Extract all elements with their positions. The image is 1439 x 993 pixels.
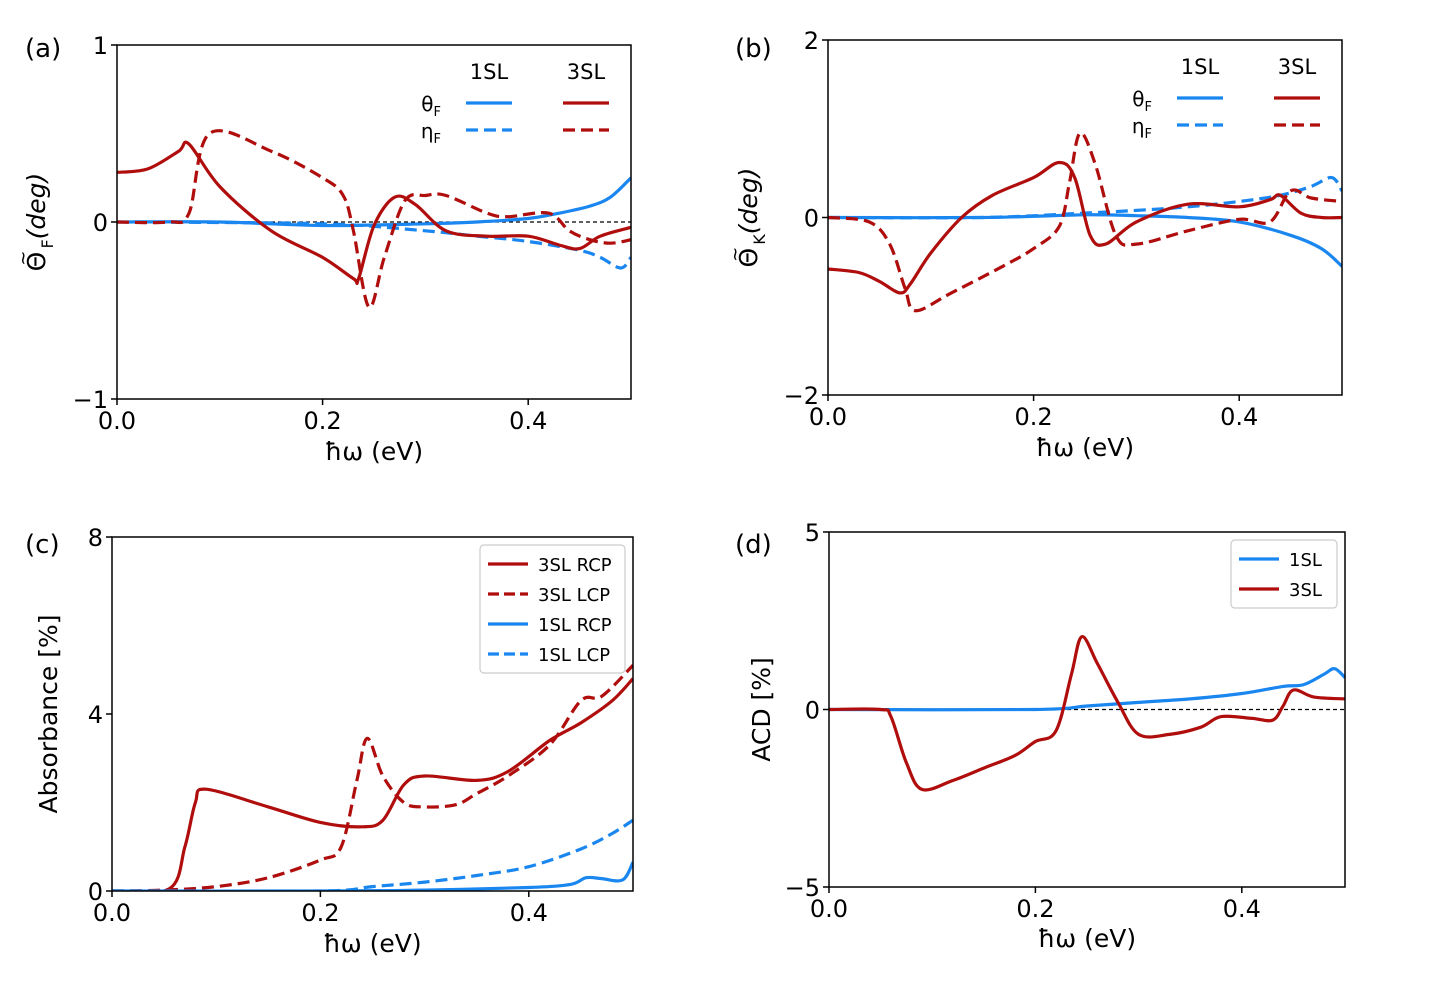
x-axis-label: ħω (eV) — [323, 929, 421, 958]
legend-entry-label: 1SL RCP — [538, 615, 612, 636]
legend-entry-label: 3SL LCP — [538, 585, 610, 606]
x-tick-label: 0.2 — [1015, 403, 1053, 431]
x-tick-label: 0.0 — [98, 407, 136, 435]
x-tick-label: 0.0 — [93, 899, 131, 927]
y-tick-label: 8 — [88, 524, 103, 552]
series-line-1sl-ηk — [828, 175, 1342, 220]
legend-row-label: ηF — [421, 119, 441, 147]
x-tick-label: 0.4 — [1220, 403, 1258, 431]
series-line-1sl-θf — [117, 176, 631, 228]
x-tick-label: 0.4 — [1223, 895, 1261, 923]
legend-entry-label: 3SL — [1289, 580, 1322, 601]
series-line-1sl-lcp — [112, 818, 633, 891]
legend-entry-label: 1SL — [1289, 550, 1322, 571]
x-tick-label: 0.2 — [301, 899, 339, 927]
legend-entry-label: 1SL LCP — [538, 645, 610, 666]
x-tick-label: 0.0 — [810, 895, 848, 923]
x-tick-label: 0.4 — [510, 899, 548, 927]
x-axis-label: ħω (eV) — [1036, 433, 1134, 462]
series-line-1sl-rcp — [112, 861, 633, 891]
panel-a: 0.0 0.2 0.4 −1 0 1 (a) ħω (eV) Θ~F(deg) 1SL 3SL θFη… — [13, 32, 632, 466]
x-axis-label: ħω (eV) — [1038, 924, 1136, 953]
series-line-3sl-rcp — [112, 677, 633, 891]
panel-label: (a) — [25, 34, 61, 64]
y-tick-label: −5 — [785, 874, 820, 902]
x-tick-label: 0.4 — [509, 407, 547, 435]
legend: 3SL RCP 3SL LCP 1SL RCP 1SL LCP — [479, 544, 626, 674]
x-axis-label: ħω (eV) — [325, 437, 423, 466]
y-tick-label: 0 — [804, 205, 819, 233]
y-tick-label: 0 — [805, 697, 820, 725]
series-line-3sl-θk — [828, 160, 1342, 295]
legend-col-header: 3SL — [1278, 55, 1317, 79]
y-tick-label: 5 — [805, 519, 820, 547]
legend-col-header: 1SL — [1181, 55, 1220, 79]
legend-row-label: ηF — [1132, 114, 1152, 142]
y-tick-label: −2 — [784, 382, 819, 410]
series-line-1sl — [829, 667, 1345, 712]
panel-label: (b) — [735, 34, 772, 64]
x-tick-label: 0.0 — [809, 403, 847, 431]
y-tick-label: 1 — [93, 32, 108, 60]
series-line-1sl-ηf — [117, 220, 631, 270]
legend-box — [1230, 539, 1338, 609]
legend-row-label: θF — [421, 92, 441, 120]
series-line-3sl — [829, 635, 1345, 792]
y-tick-label: 0 — [88, 878, 103, 906]
legend-row-label: θF — [1132, 87, 1152, 115]
y-axis-label: Absorbance [%] — [34, 615, 63, 814]
y-tick-label: −1 — [73, 386, 108, 414]
y-tick-label: 2 — [804, 27, 819, 55]
x-tick-label: 0.2 — [1016, 895, 1054, 923]
y-tick-label: 0 — [93, 209, 108, 237]
legend-col-header: 3SL — [567, 60, 606, 84]
legend-entry-label: 3SL RCP — [538, 555, 612, 576]
series-line-3sl-lcp — [112, 664, 633, 891]
panel-c: 0.0 0.2 0.4 0 4 8 (c) ħω (eV) Absorbance [%] 3SL … — [25, 524, 634, 958]
panel-label: (d) — [735, 530, 772, 560]
series-line-3sl-ηf — [117, 129, 631, 309]
tilde-mark: ~ — [13, 251, 34, 266]
y-tick-label: 4 — [88, 701, 103, 729]
series-line-3sl-θf — [117, 140, 631, 286]
panel-label: (c) — [25, 530, 60, 560]
panel-b: 0.0 0.2 0.4 −2 0 2 (b) ħω (eV) Θ~K(deg) 1SL 3SL θFη… — [725, 27, 1343, 462]
y-axis-label: Θ~K(deg) — [725, 168, 769, 268]
tilde-mark: ~ — [725, 247, 746, 262]
y-axis-label: ACD [%] — [747, 657, 776, 762]
x-tick-label: 0.2 — [304, 407, 342, 435]
legend-col-header: 1SL — [470, 60, 509, 84]
legend-box — [479, 544, 626, 674]
y-axis-label: Θ~F(deg) — [13, 173, 57, 272]
